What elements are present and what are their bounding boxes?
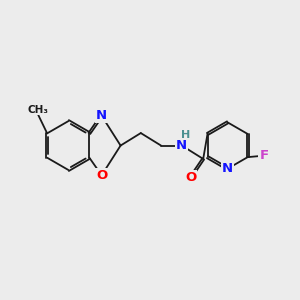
Text: O: O — [96, 169, 107, 182]
Text: N: N — [222, 162, 233, 175]
Text: N: N — [96, 109, 107, 122]
Text: CH₃: CH₃ — [28, 105, 49, 115]
Text: O: O — [185, 171, 196, 184]
Text: F: F — [260, 149, 268, 162]
Text: H: H — [181, 130, 190, 140]
Text: N: N — [176, 139, 188, 152]
